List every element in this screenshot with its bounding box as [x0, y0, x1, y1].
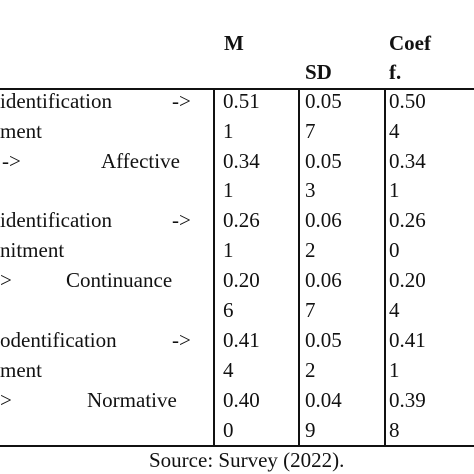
row-6-path-right: Normative — [87, 388, 177, 412]
row-2-coef-line1: 0.34 — [389, 149, 426, 173]
row-1-path-arrow: -> — [172, 89, 191, 113]
table-top-rule — [0, 88, 474, 90]
row-6-m-line1: 0.40 — [223, 388, 260, 412]
row-5-path-line1: odentification — [0, 328, 117, 352]
column-divider-2 — [298, 88, 300, 446]
row-3-path-line1: identification — [0, 208, 112, 232]
column-divider-1 — [213, 88, 215, 446]
row-1-m-line1: 0.51 — [223, 89, 260, 113]
row-3-sd-line2: 2 — [305, 238, 316, 262]
row-1-path-line1: identification — [0, 89, 112, 113]
row-6-coef-line2: 8 — [389, 418, 400, 442]
row-4-m-line2: 6 — [223, 298, 234, 322]
row-1-sd-line2: 7 — [305, 119, 316, 143]
table-bottom-rule — [0, 445, 474, 447]
row-5-sd-line2: 2 — [305, 358, 316, 382]
row-2-sd-line2: 3 — [305, 178, 316, 202]
row-5-sd-line1: 0.05 — [305, 328, 342, 352]
row-2-m-line2: 1 — [223, 178, 234, 202]
row-3-sd-line1: 0.06 — [305, 208, 342, 232]
row-6-path-arrow: > — [0, 388, 12, 412]
row-3-coef-line2: 0 — [389, 238, 400, 262]
row-5-m-line1: 0.41 — [223, 328, 260, 352]
row-3-coef-line1: 0.26 — [389, 208, 426, 232]
header-m: M — [224, 31, 244, 55]
header-coef-line1: Coef — [389, 31, 431, 55]
row-2-coef-line2: 1 — [389, 178, 400, 202]
header-coef-line2: f. — [389, 60, 402, 84]
row-3-m-line2: 1 — [223, 238, 234, 262]
row-6-m-line2: 0 — [223, 418, 234, 442]
header-sd: SD — [305, 60, 332, 84]
column-divider-3 — [384, 88, 386, 446]
table-source-note: Source: Survey (2022). — [149, 448, 345, 472]
row-3-path-line2: nitment — [0, 238, 65, 262]
row-2-path-right: Affective — [101, 149, 180, 173]
row-1-coef-line1: 0.50 — [389, 89, 426, 113]
row-1-m-line2: 1 — [223, 119, 234, 143]
row-3-path-arrow: -> — [172, 208, 191, 232]
row-4-path-right: Continuance — [66, 268, 173, 292]
row-5-coef-line1: 0.41 — [389, 328, 426, 352]
row-4-sd-line1: 0.06 — [305, 268, 342, 292]
row-5-path-arrow: -> — [172, 328, 191, 352]
row-1-coef-line2: 4 — [389, 119, 400, 143]
row-2-sd-line1: 0.05 — [305, 149, 342, 173]
row-2-m-line1: 0.34 — [223, 149, 260, 173]
row-4-coef-line1: 0.20 — [389, 268, 426, 292]
row-2-path-arrow: -> — [2, 149, 21, 173]
row-4-path-arrow: > — [0, 268, 12, 292]
row-4-m-line1: 0.20 — [223, 268, 260, 292]
row-5-coef-line2: 1 — [389, 358, 400, 382]
row-1-path-line2: ment — [0, 119, 42, 143]
row-6-coef-line1: 0.39 — [389, 388, 426, 412]
row-5-m-line2: 4 — [223, 358, 234, 382]
row-4-coef-line2: 4 — [389, 298, 400, 322]
row-1-sd-line1: 0.05 — [305, 89, 342, 113]
row-6-sd-line2: 9 — [305, 418, 316, 442]
row-4-sd-line2: 7 — [305, 298, 316, 322]
row-6-sd-line1: 0.04 — [305, 388, 342, 412]
row-3-m-line1: 0.26 — [223, 208, 260, 232]
row-5-path-line2: ment — [0, 358, 42, 382]
